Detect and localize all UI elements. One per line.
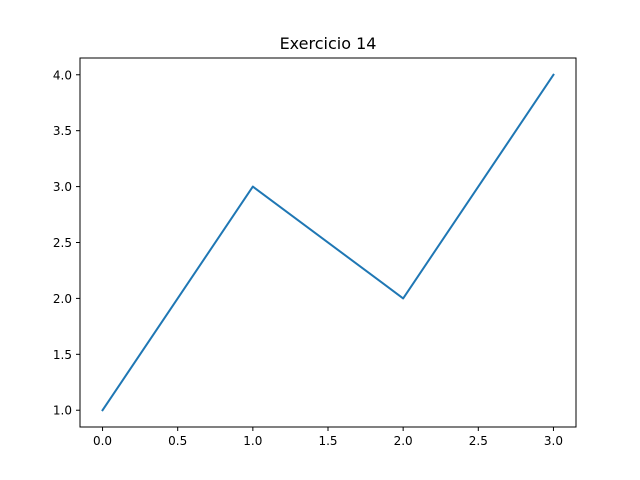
x-tick-label: 2.5 [469,434,488,448]
x-axis-ticks: 0.0 0.5 1.0 1.5 2.0 2.5 3.0 [93,427,563,448]
x-tick-label: 2.0 [394,434,413,448]
x-tick-label: 1.0 [243,434,262,448]
y-tick-label: 4.0 [53,68,72,82]
plot-area-frame [79,57,577,428]
y-tick-label: 1.0 [53,404,72,418]
series-group [101,73,555,412]
y-tick-label: 2.0 [53,292,72,306]
y-tick-label: 1.5 [53,348,72,362]
y-tick-label: 3.0 [53,180,72,194]
x-tick-label: 3.0 [544,434,563,448]
chart-title: Exercicio 14 [280,34,377,53]
y-tick-label: 3.5 [53,124,72,138]
x-tick-label: 0.5 [168,434,187,448]
x-tick-label: 1.5 [318,434,337,448]
y-axis-ticks: 1.0 1.5 2.0 2.5 3.0 3.5 4.0 [53,68,80,418]
y-tick-label: 2.5 [53,236,72,250]
series-line [101,73,555,412]
x-tick-label: 0.0 [93,434,112,448]
